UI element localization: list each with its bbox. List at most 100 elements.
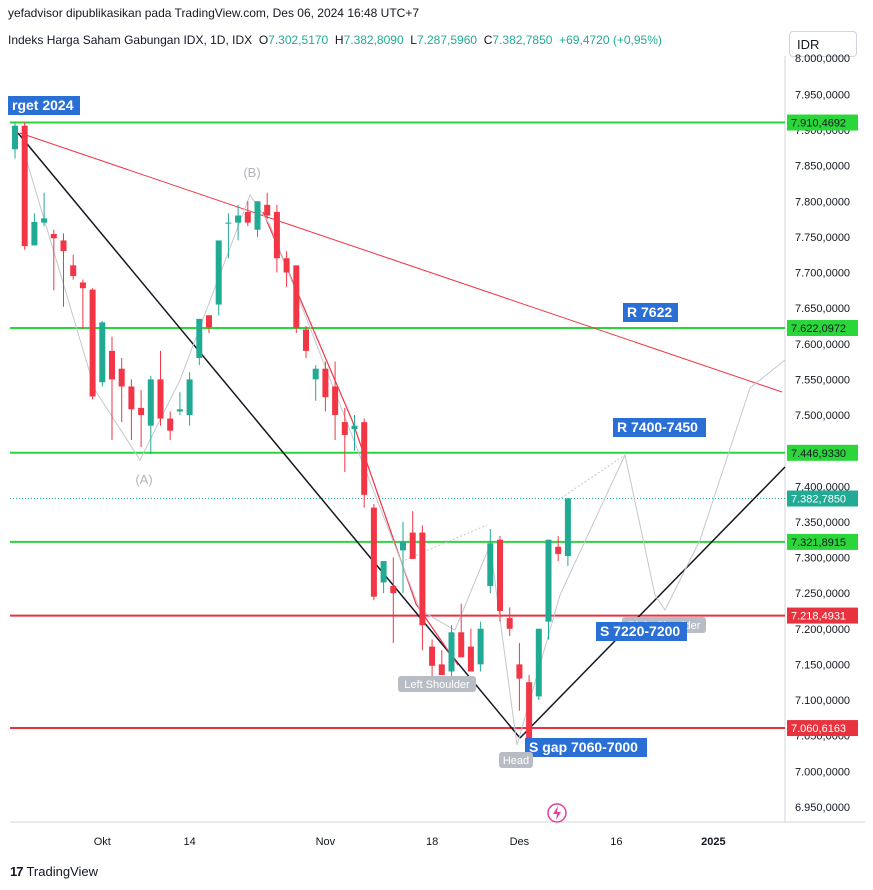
price-tick-label: 7.200,0000 bbox=[795, 624, 850, 636]
candle-body bbox=[206, 315, 212, 328]
candle-body bbox=[322, 368, 329, 398]
target-2024-label: rget 2024 bbox=[12, 97, 74, 113]
neckline-projection bbox=[557, 454, 626, 501]
candle-body bbox=[118, 368, 125, 387]
downtrend-line bbox=[17, 132, 521, 739]
candle-body bbox=[458, 632, 465, 658]
candle-body bbox=[361, 422, 368, 495]
candle-body bbox=[225, 222, 232, 224]
last-price-label: 7.382,7850 bbox=[791, 494, 846, 506]
left-shoulder-label: Left Shoulder bbox=[404, 679, 470, 691]
price-tick-label: 7.150,0000 bbox=[795, 659, 850, 671]
high-label: H bbox=[334, 33, 344, 47]
support-level-badge bbox=[787, 607, 858, 624]
last-price-badge bbox=[787, 490, 858, 507]
price-tick-label: 7.000,0000 bbox=[795, 766, 850, 778]
candle-body bbox=[147, 379, 154, 426]
time-tick-label: 14 bbox=[183, 836, 195, 848]
candle-body bbox=[351, 425, 358, 430]
close-value: 7.382,7850 bbox=[492, 33, 553, 47]
price-tick-label: 7.750,0000 bbox=[795, 232, 850, 244]
close-label: C bbox=[483, 33, 493, 47]
level-price-label: 7.218,4931 bbox=[791, 611, 846, 623]
neckline-line bbox=[404, 524, 488, 561]
open-value: 7.302,5170 bbox=[268, 33, 329, 47]
candle-body bbox=[235, 215, 242, 223]
candle-body bbox=[215, 240, 222, 305]
chart-attribution: yefadvisor dipublikasikan pada TradingVi… bbox=[8, 6, 420, 20]
wave-b-label: (B) bbox=[243, 165, 260, 180]
candle-body bbox=[467, 646, 474, 672]
level-price-label: 7.446,9330 bbox=[791, 448, 846, 460]
high-value: 7.382,8090 bbox=[343, 33, 404, 47]
candle-body bbox=[70, 265, 77, 277]
price-tick-label: 6.950,0000 bbox=[795, 802, 850, 814]
tradingview-logo[interactable]: 17 TradingView bbox=[10, 864, 98, 879]
resistance-level-badge bbox=[787, 114, 858, 131]
candle-body bbox=[564, 498, 571, 557]
candle-body bbox=[176, 409, 183, 412]
price-tick-label: 7.600,0000 bbox=[795, 339, 850, 351]
time-tick-label: Okt bbox=[94, 836, 111, 848]
candle-body bbox=[332, 386, 339, 415]
price-tick-label: 7.700,0000 bbox=[795, 268, 850, 280]
candle-body bbox=[303, 329, 309, 351]
candle-body bbox=[341, 422, 348, 435]
candle-body bbox=[293, 265, 300, 329]
candle-body bbox=[380, 561, 387, 583]
resistance-level-badge bbox=[787, 320, 858, 337]
target-2024-label-bg bbox=[8, 96, 80, 115]
candle-body bbox=[400, 541, 406, 551]
head-label: Head bbox=[503, 755, 529, 767]
s7220-label-bg bbox=[596, 622, 687, 641]
events-lightning-icon[interactable] bbox=[547, 803, 567, 823]
candle-body bbox=[21, 125, 28, 247]
candle-body bbox=[50, 234, 57, 239]
candle-body bbox=[545, 539, 552, 622]
candle-body bbox=[487, 543, 494, 586]
price-tick-label: 7.350,0000 bbox=[795, 517, 850, 529]
time-tick-label: Nov bbox=[316, 836, 336, 848]
low-value: 7.287,5960 bbox=[416, 33, 478, 47]
price-tick-label: 7.400,0000 bbox=[795, 481, 850, 493]
candle-body bbox=[273, 211, 280, 259]
level-price-label: 7.910,4692 bbox=[791, 118, 846, 130]
falling-channel-line bbox=[262, 211, 459, 666]
price-tick-label: 7.950,0000 bbox=[795, 89, 850, 101]
sgap-label-bg bbox=[525, 738, 647, 757]
candle-body bbox=[109, 350, 115, 380]
price-tick-label: 8.000,0000 bbox=[795, 53, 850, 65]
time-tick-label: 18 bbox=[426, 836, 438, 848]
candle-body bbox=[516, 664, 523, 679]
candle-body bbox=[497, 539, 503, 611]
candle-body bbox=[535, 628, 542, 697]
currency-button[interactable]: IDR bbox=[789, 31, 857, 57]
candle-body bbox=[264, 204, 271, 216]
price-tick-label: 7.100,0000 bbox=[795, 695, 850, 707]
candle-body bbox=[196, 318, 203, 358]
time-tick-label: 16 bbox=[610, 836, 622, 848]
tradingview-brand: TradingView bbox=[26, 864, 99, 879]
low-label: L bbox=[410, 33, 417, 47]
candle-body bbox=[41, 218, 48, 223]
symbol-title[interactable]: Indeks Harga Saham Gabungan IDX, 1D, IDX bbox=[8, 33, 253, 47]
candle-body bbox=[31, 221, 38, 246]
r7400-label-bg bbox=[613, 418, 706, 437]
s7220-label: S 7220-7200 bbox=[600, 623, 680, 639]
candle-body bbox=[477, 628, 484, 665]
price-tick-label: 7.550,0000 bbox=[795, 374, 850, 386]
wave-projection-path bbox=[24, 154, 786, 746]
tradingview-logo-icon: 17 bbox=[10, 864, 24, 879]
candle-body bbox=[60, 240, 67, 252]
resistance-level-badge bbox=[787, 444, 858, 461]
candle-body bbox=[244, 211, 251, 223]
price-tick-label: 7.500,0000 bbox=[795, 410, 850, 422]
candle-body bbox=[555, 546, 562, 554]
sgap-label: S gap 7060-7000 bbox=[529, 739, 638, 755]
price-tick-label: 7.800,0000 bbox=[795, 196, 850, 208]
candle-body bbox=[506, 618, 513, 629]
candle-body bbox=[157, 379, 164, 419]
level-price-label: 7.321,8915 bbox=[791, 537, 846, 549]
r7622-label-bg bbox=[623, 303, 678, 322]
